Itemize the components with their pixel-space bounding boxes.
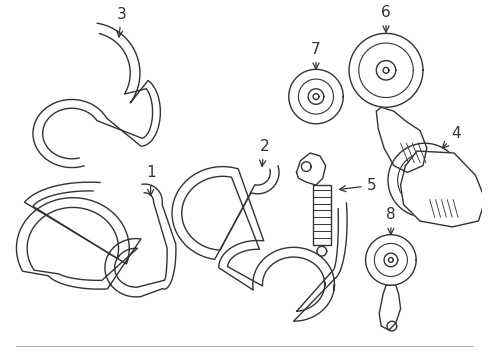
Text: 8: 8 (386, 207, 395, 234)
Polygon shape (376, 107, 426, 172)
Text: 6: 6 (380, 5, 390, 32)
Polygon shape (378, 285, 400, 330)
Text: 5: 5 (339, 178, 375, 193)
Polygon shape (296, 153, 325, 185)
Text: 3: 3 (116, 7, 126, 37)
Text: 2: 2 (259, 139, 269, 166)
Text: 4: 4 (442, 126, 460, 148)
Text: 7: 7 (310, 42, 320, 69)
Text: 1: 1 (145, 165, 155, 195)
Polygon shape (400, 151, 484, 227)
